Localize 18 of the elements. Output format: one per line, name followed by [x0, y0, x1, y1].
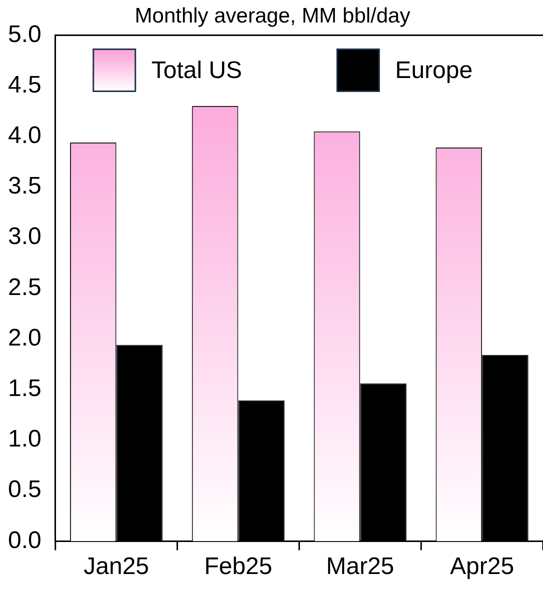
y-tick-label: 4.0 — [8, 122, 42, 150]
x-tick-label: Apr25 — [450, 553, 514, 580]
y-tick-label: 2.5 — [8, 274, 42, 301]
y-tick-label: 1.5 — [8, 375, 42, 402]
x-tick-label: Mar25 — [326, 553, 394, 580]
y-tick-label: 3.5 — [8, 172, 42, 200]
y-tick-label: 2.0 — [8, 324, 42, 352]
legend-label: Europe — [395, 56, 473, 84]
x-tick-label: Feb25 — [204, 553, 272, 580]
chart-title: Monthly average, MM bbl/day — [134, 4, 411, 28]
x-tick-label: Jan25 — [84, 553, 150, 580]
legend-label: Total US — [151, 56, 242, 84]
y-tick-label: 0.5 — [8, 476, 42, 504]
y-tick-label: 4.5 — [8, 71, 42, 98]
y-tick-label: 1.0 — [8, 426, 42, 453]
y-tick-label: 3.0 — [8, 223, 42, 250]
y-tick-label: 5.0 — [8, 20, 42, 48]
y-tick-label: 0.0 — [8, 526, 42, 554]
